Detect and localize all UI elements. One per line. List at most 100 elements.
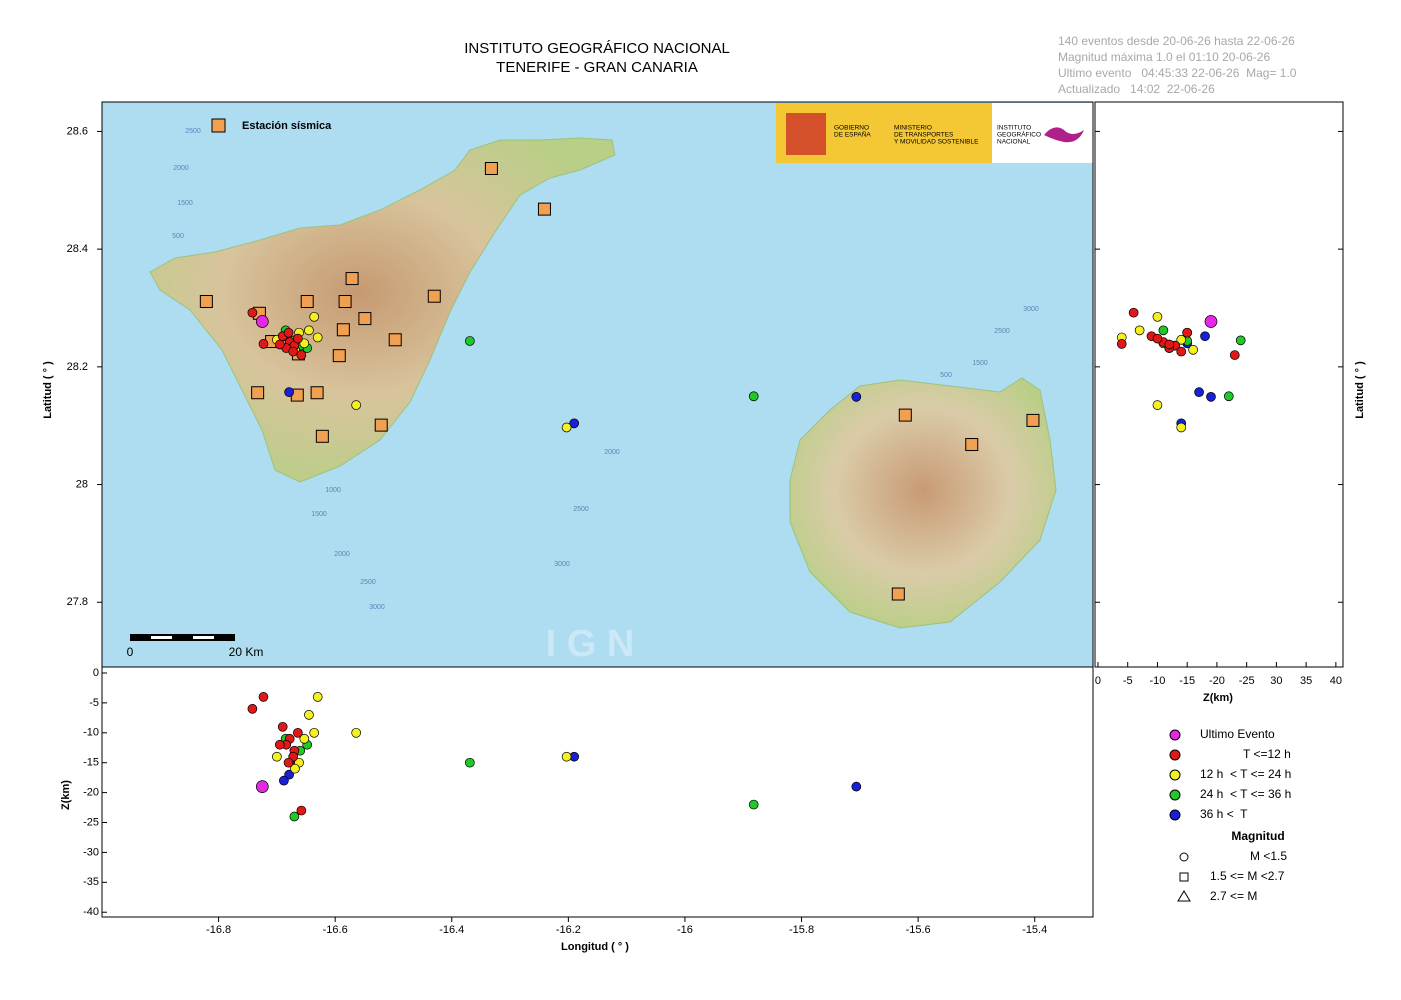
- scale-bar-segment: [151, 636, 172, 639]
- event-depth-lon: [289, 811, 300, 822]
- event: [561, 422, 572, 433]
- event: [274, 339, 285, 350]
- contour-label: 3000: [554, 561, 570, 568]
- coat-of-arms: [786, 113, 826, 155]
- x-tick-label: -16.6: [323, 924, 348, 936]
- info-line: 140 eventos desde 20-06-26 hasta 22-06-2…: [1058, 34, 1295, 48]
- scale-label: 20 Km: [229, 645, 264, 659]
- event: [464, 336, 475, 346]
- event-depth-lon: [304, 709, 314, 720]
- y-tick-label: 28.2: [67, 361, 88, 373]
- contour-label: 3000: [1023, 306, 1039, 313]
- event-depth-lon: [247, 704, 258, 714]
- event-depth-lon: [255, 780, 269, 793]
- event-depth-lat: [1204, 315, 1218, 328]
- magnitude-label: 1.5 <= M <2.7: [1210, 869, 1285, 883]
- event-depth-lat: [1158, 325, 1169, 336]
- legend-symbol: [1169, 769, 1181, 781]
- event: [247, 307, 258, 318]
- contour-label: 2000: [173, 165, 189, 172]
- y-tick-label: -10: [83, 727, 99, 739]
- info-line: Magnitud máxima 1.0 el 01:10 20-06-26: [1058, 50, 1270, 64]
- logo-text: GOBIERNO: [834, 125, 869, 132]
- event-depth-lon: [312, 692, 323, 702]
- event-depth-lon: [293, 727, 303, 738]
- x-tick-label: -5: [1123, 675, 1133, 687]
- legend-label: Ultimo Evento: [1200, 727, 1275, 741]
- event-depth-lon: [290, 763, 300, 774]
- event-depth-lat: [1164, 339, 1175, 350]
- lon-depth-x-label: Longitud ( ° ): [561, 941, 629, 953]
- contour-label: 2500: [185, 128, 201, 135]
- contour-label: 1000: [325, 487, 341, 494]
- event-depth-lat: [1152, 311, 1163, 322]
- legend-label: 12 h < T <= 24 h: [1200, 767, 1291, 781]
- x-tick-label: -15: [1179, 675, 1195, 687]
- seismic-station: [358, 312, 372, 326]
- x-tick-label: 40: [1330, 675, 1342, 687]
- watermark: I G N: [546, 623, 635, 665]
- lon-depth-frame: [101, 666, 1094, 918]
- event-depth-lat: [1152, 333, 1163, 344]
- ign-logo-mark: [1044, 127, 1084, 143]
- x-tick-label: -16.2: [556, 924, 581, 936]
- event: [312, 332, 323, 343]
- lat-depth-x-label: Z(km): [1203, 692, 1233, 704]
- event-depth-lat: [1176, 422, 1187, 433]
- event-depth-lon: [309, 727, 320, 738]
- event-depth-lon: [279, 775, 289, 786]
- contour-label: 2000: [334, 551, 350, 558]
- event-depth-lat: [1235, 335, 1246, 346]
- y-tick-label: 28.4: [67, 243, 88, 255]
- seismic-station: [199, 295, 213, 309]
- contour-label: 500: [940, 372, 952, 379]
- logo-text: INSTITUTO: [997, 125, 1031, 132]
- x-tick-label: -15.6: [906, 924, 931, 936]
- subtitle: TENERIFE - GRAN CANARIA: [496, 59, 698, 76]
- seismic-station: [336, 323, 350, 337]
- seismic-station: [1026, 413, 1040, 427]
- scale-bar: [130, 634, 235, 641]
- event: [293, 333, 303, 344]
- seismic-station: [374, 418, 388, 432]
- event-depth-lat: [1176, 346, 1187, 357]
- event-depth-lat: [1188, 344, 1198, 355]
- seismic-station: [388, 333, 402, 347]
- y-tick-label: 27.8: [67, 596, 88, 608]
- y-tick-label: -40: [83, 906, 99, 918]
- seismic-station: [898, 408, 912, 422]
- event-depth-lat: [1134, 325, 1145, 336]
- event-depth-lon: [464, 757, 475, 768]
- event-depth-lat: [1182, 327, 1193, 338]
- event-depth-lat: [1152, 400, 1163, 410]
- x-tick-label: -15.4: [1022, 924, 1047, 936]
- x-tick-label: -16: [677, 924, 693, 936]
- event-depth-lon: [851, 781, 862, 792]
- contour-label: 1500: [177, 200, 193, 207]
- event-depth-lon: [299, 733, 310, 744]
- seismic-station: [251, 386, 265, 400]
- event-depth-lon: [258, 692, 269, 702]
- event-depth-lon: [561, 751, 572, 762]
- event: [258, 339, 269, 349]
- station-legend-label: Estación sísmica: [242, 120, 332, 132]
- title: INSTITUTO GEOGRÁFICO NACIONAL: [464, 40, 730, 57]
- event: [296, 350, 307, 360]
- logo-text: DE TRANSPORTES: [894, 132, 954, 139]
- event-depth-lon: [274, 739, 285, 750]
- scale-bar-segment: [193, 636, 214, 639]
- y-tick-label: -5: [89, 697, 99, 709]
- x-tick-label: -20: [1209, 675, 1225, 687]
- seismic-station: [332, 349, 346, 363]
- event: [851, 392, 862, 402]
- x-tick-label: -16.4: [439, 924, 464, 936]
- y-tick-label: 0: [93, 667, 99, 679]
- legend-symbol: [1169, 749, 1181, 761]
- y-tick-label: 28: [76, 478, 88, 490]
- contour-label: 2500: [360, 579, 376, 586]
- seismic-station: [310, 386, 324, 400]
- y-tick-label: -20: [83, 787, 99, 799]
- magnitude-label: 2.7 <= M: [1210, 889, 1257, 903]
- seismic-station: [965, 438, 979, 452]
- logo-text: MINISTERIO: [894, 125, 932, 132]
